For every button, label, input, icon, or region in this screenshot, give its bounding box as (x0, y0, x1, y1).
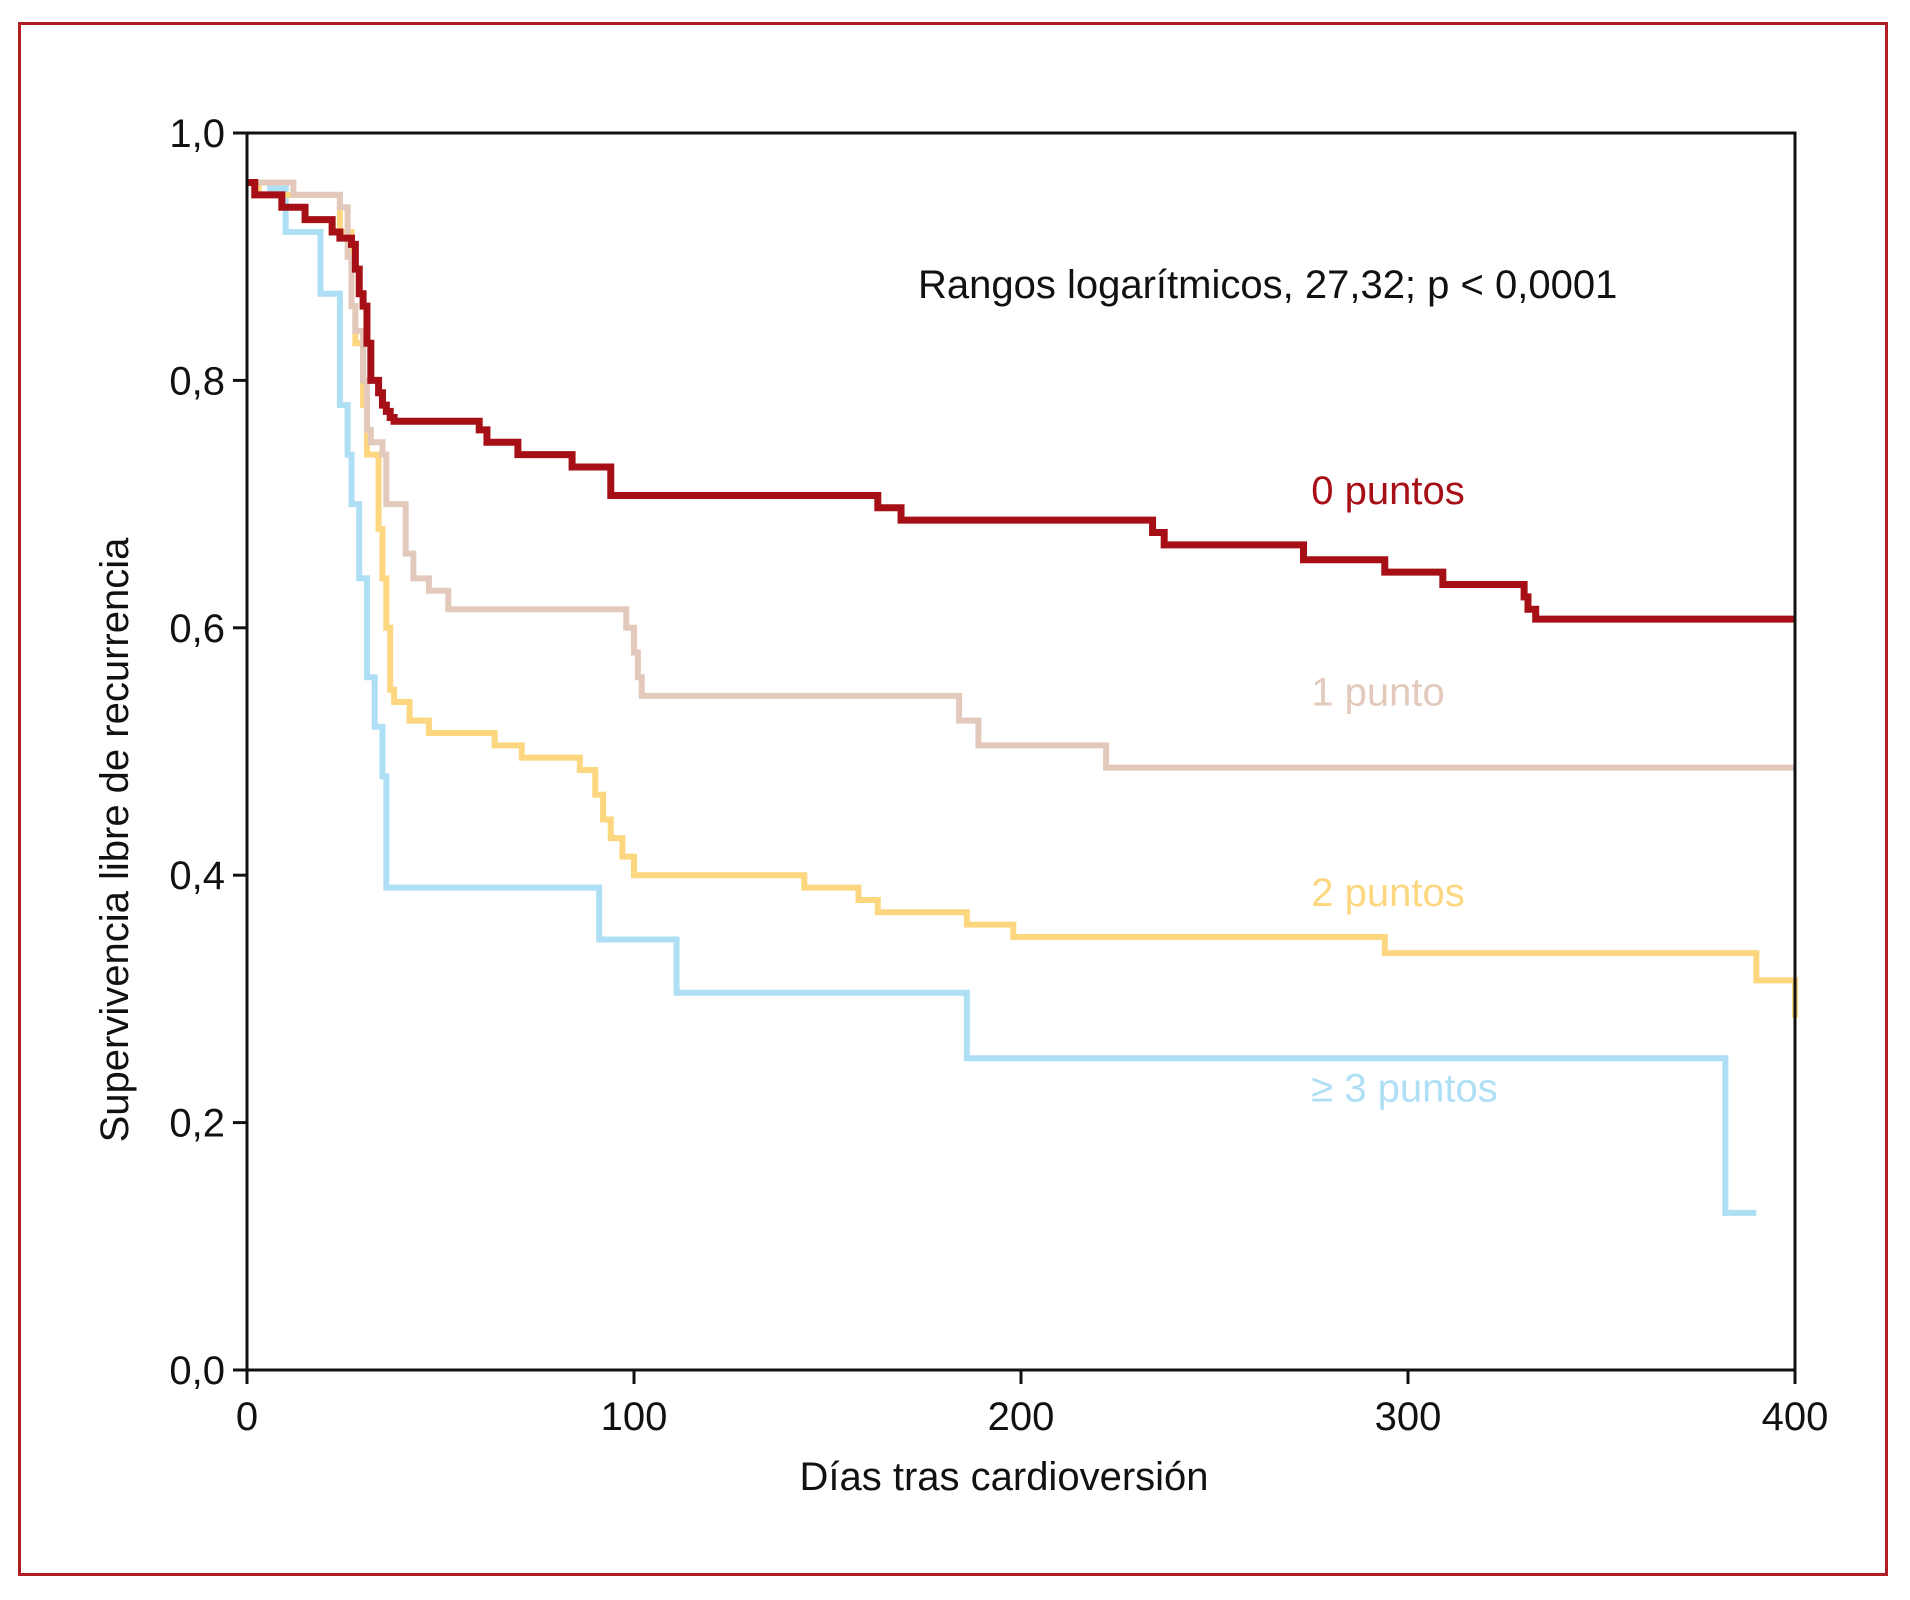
y-tick-label: 1,0 (169, 112, 225, 156)
y-tick-label: 0,4 (169, 854, 225, 898)
y-axis-title: Supervivencia libre de recurrencia (93, 537, 137, 1143)
figure-border (18, 22, 1888, 1576)
y-tick-label: 0,6 (169, 607, 225, 651)
plot-area-frame (245, 131, 1797, 1372)
x-tick-label: 100 (601, 1395, 668, 1439)
x-tick-label: 300 (1375, 1395, 1442, 1439)
logrank-annotation: Rangos logarítmicos, 27,32; p < 0,0001 (918, 263, 1617, 307)
series-label-2-puntos: 2 puntos (1311, 871, 1464, 915)
series-line-3-puntos (247, 179, 1757, 1216)
ticks-layer: 0 100 200 300 400 0,0 0,2 0,4 0,6 0,8 1,0 (169, 112, 1828, 1439)
series-line-2-puntos (247, 179, 1798, 1018)
series-line-0-puntos (247, 178, 1795, 623)
x-tick-label: 400 (1762, 1395, 1829, 1439)
series-layer (247, 178, 1798, 1216)
series-line-1-punto (247, 179, 1795, 771)
y-tick-label: 0,2 (169, 1102, 225, 1146)
y-tick-label: 0,8 (169, 359, 225, 403)
series-label-0-puntos: 0 puntos (1311, 469, 1464, 513)
x-tick-label: 200 (988, 1395, 1055, 1439)
y-tick-label: 0,0 (169, 1349, 225, 1393)
series-label-3-puntos: ≥ 3 puntos (1311, 1067, 1498, 1111)
x-axis-title: Días tras cardioversión (799, 1455, 1208, 1499)
x-tick-label: 0 (236, 1395, 258, 1439)
series-label-1-punto: 1 punto (1311, 671, 1444, 715)
